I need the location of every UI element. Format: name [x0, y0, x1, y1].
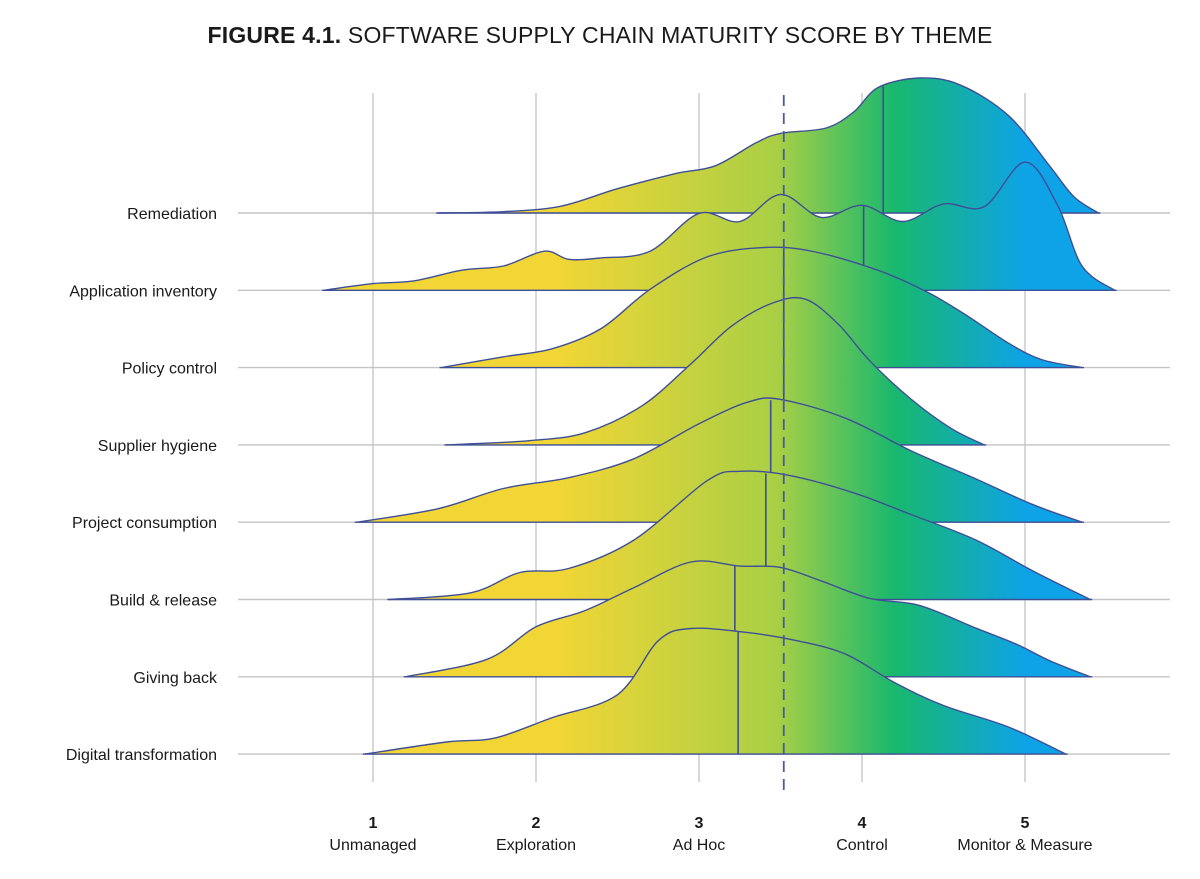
ridge-fill-application-inventory: [324, 162, 1115, 291]
ridge-fill-remediation: [438, 77, 1099, 214]
tick-number-1: 1: [369, 815, 378, 832]
tick-label-4: Control: [836, 837, 888, 854]
ridge-digital-transformation: [362, 627, 1068, 755]
figure-number: FIGURE 4.1.: [207, 22, 342, 48]
row-label-digital-transformation: Digital transformation: [66, 747, 217, 764]
tick-number-2: 2: [532, 815, 541, 832]
tick-number-4: 4: [858, 815, 867, 832]
ridge-outline-application-inventory: [324, 161, 1116, 291]
ridge-outline-build-and-release: [389, 470, 1091, 601]
ridge-fill-giving-back: [405, 560, 1091, 677]
ridge-outline-supplier-hygiene: [446, 296, 985, 446]
figure-title-text: SOFTWARE SUPPLY CHAIN MATURITY SCORE BY …: [347, 22, 993, 48]
ridge-fill-supplier-hygiene: [446, 297, 985, 445]
row-label-build-and-release: Build & release: [109, 593, 217, 610]
ridge-outline-digital-transformation: [364, 627, 1067, 755]
row-label-policy-control: Policy control: [122, 361, 217, 378]
row-label-application-inventory: Application inventory: [69, 283, 217, 300]
row-label-supplier-hygiene: Supplier hygiene: [98, 438, 217, 455]
row-label-remediation: Remediation: [127, 206, 217, 223]
tick-label-3: Ad Hoc: [673, 837, 725, 854]
ridge-outline-giving-back: [405, 560, 1091, 678]
ridge-outline-remediation: [438, 77, 1099, 214]
tick-number-5: 5: [1021, 815, 1030, 832]
tick-label-5: Monitor & Measure: [957, 837, 1092, 854]
label-layer: Remediation Application inventory Policy c…: [66, 206, 218, 764]
ridge-fill-build-and-release: [389, 471, 1091, 600]
tick-label-2: Exploration: [496, 837, 576, 854]
ridge-outline-project-consumption: [356, 397, 1083, 523]
axis-layer: 1 Unmanaged 2 Exploration 3 Ad Hoc 4 Control 5 Mo…: [329, 815, 1092, 854]
tick-label-1: Unmanaged: [329, 837, 416, 854]
row-label-giving-back: Giving back: [133, 670, 218, 687]
row-label-project-consumption: Project consumption: [72, 515, 217, 532]
ridge-layer: [322, 77, 1117, 755]
ridge-outline-policy-control: [441, 246, 1083, 369]
figure-title: FIGURE 4.1. SOFTWARE SUPPLY CHAIN MATURI…: [0, 22, 1200, 49]
ridge-fill-project-consumption: [356, 397, 1082, 523]
tick-number-3: 3: [695, 815, 704, 832]
